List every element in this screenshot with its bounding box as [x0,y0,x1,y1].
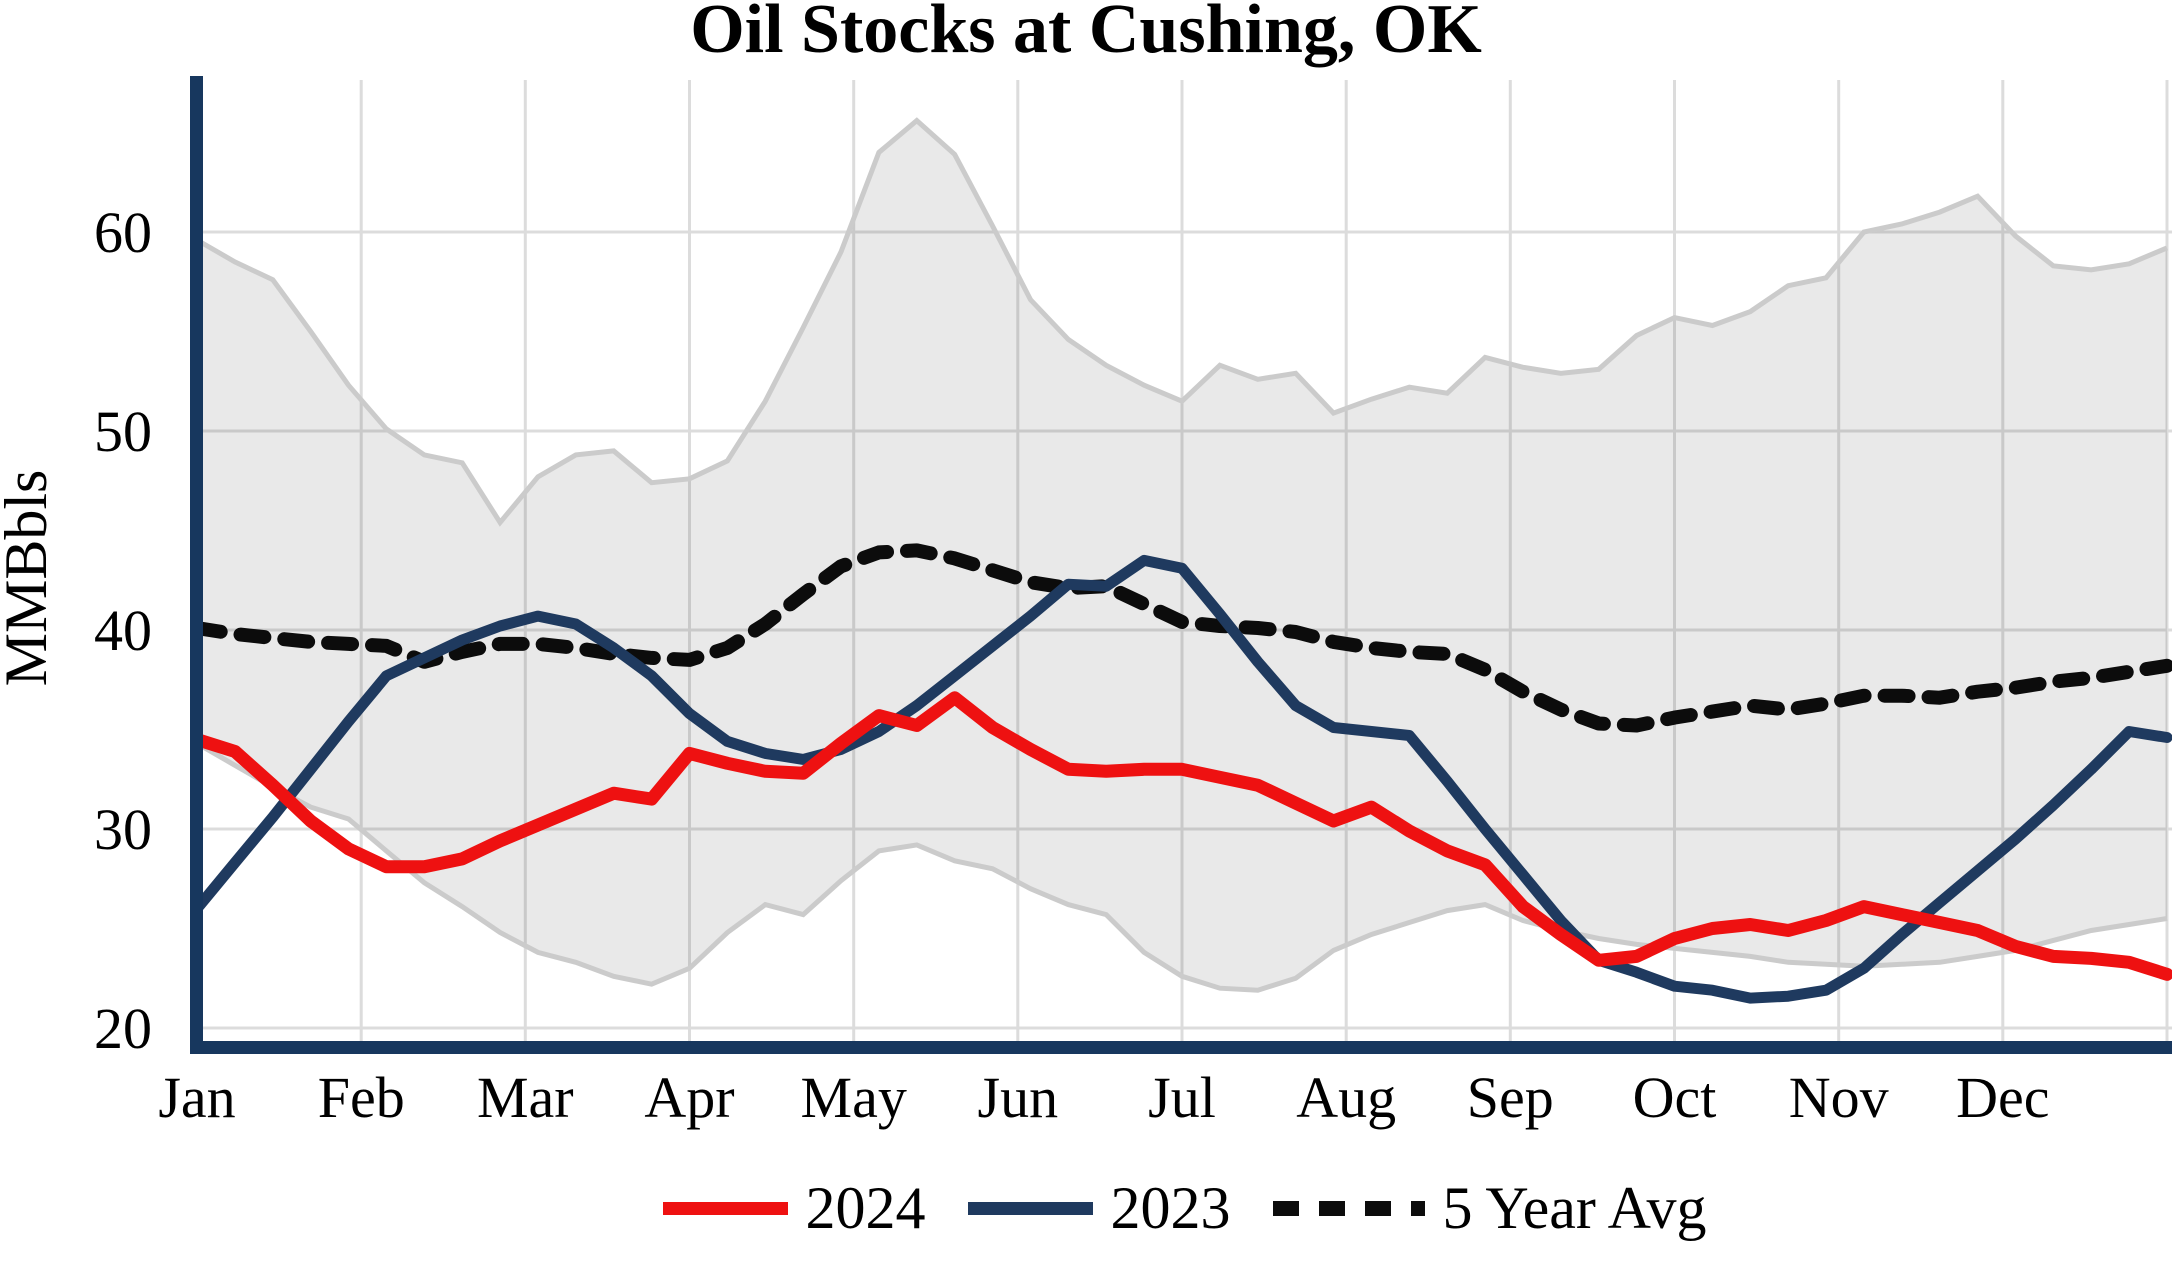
chart-title: Oil Stocks at Cushing, OK [690,0,1482,68]
x-tick-label: Mar [477,1065,574,1130]
legend-swatch-2024 [662,1201,788,1215]
five-year-range-band [197,120,2167,991]
y-tick-label: 50 [94,399,152,464]
y-tick-label: 40 [94,598,152,663]
legend-item-2023: 2023 [967,1174,1231,1243]
legend-item-5yr-avg: 5 Year Avg [1272,1174,1707,1243]
five-year-avg-line [190,543,2172,733]
line-2023 [191,554,2172,1004]
legend-label-2023: 2023 [1110,1174,1231,1241]
y-tick-label: 30 [94,797,152,862]
x-tick-label: Aug [1296,1065,1396,1130]
x-tick-label: Jun [978,1065,1059,1130]
y-axis-line [190,76,203,1054]
legend-label-5yr-avg: 5 Year Avg [1442,1174,1707,1241]
line-2024 [190,691,2172,981]
five-year-range-max-line [195,117,2168,527]
x-tick-label: Jan [158,1065,235,1130]
legend-swatch-5yr-avg [1272,1200,1425,1216]
x-tick-label: Dec [1956,1065,2049,1130]
y-tick-label: 20 [94,996,152,1061]
x-tick-label: Feb [318,1065,405,1130]
legend-swatch-2023 [967,1201,1093,1215]
x-tick-label: Oct [1633,1065,1717,1130]
x-tick-label: Jul [1148,1065,1216,1130]
legend: 2024 2023 5 Year Avg [197,1168,2172,1248]
y-axis-title: MMBbls [0,470,59,687]
x-tick-label: Nov [1789,1065,1889,1130]
five-year-range-min-line [195,741,2168,993]
legend-label-2024: 2024 [805,1174,926,1241]
x-tick-label: Apr [644,1065,734,1130]
legend-item-2024: 2024 [662,1174,926,1243]
x-tick-label: Sep [1467,1065,1554,1130]
x-tick-label: May [801,1065,907,1130]
y-tick-label: 60 [94,200,152,265]
x-axis-line [190,1041,2172,1054]
